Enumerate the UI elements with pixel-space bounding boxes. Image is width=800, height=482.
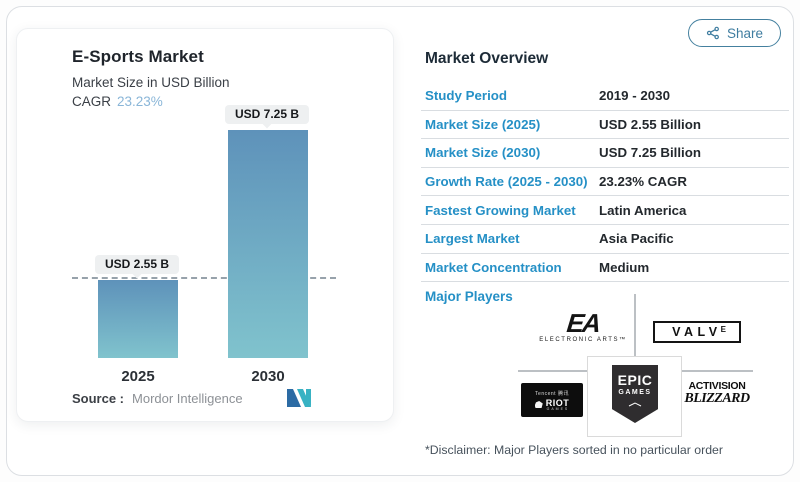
cagr-value: 23.23% — [117, 94, 163, 109]
share-button[interactable]: Share — [688, 19, 781, 47]
riot-games-text: GAMES — [546, 406, 570, 411]
major-players-label: Major Players — [425, 289, 513, 304]
market-overview-heading: Market Overview — [425, 50, 549, 67]
valve-wordmark: VALV — [672, 325, 722, 339]
valve-logo: VALV E — [653, 321, 741, 343]
players-left-connector — [518, 370, 587, 372]
valve-small-e: E — [720, 324, 726, 334]
row-value: Asia Pacific — [599, 231, 674, 247]
table-row-fastest-growing-market: Fastest Growing Market Latin America — [421, 196, 789, 225]
row-value: USD 2.55 Billion — [599, 116, 701, 132]
row-label: Fastest Growing Market — [425, 202, 576, 218]
row-label: Market Size (2030) — [425, 145, 541, 161]
riot-wordmark: RIOT GAMES — [534, 397, 570, 411]
tencent-wordmark: Tencent 腾讯 — [535, 390, 569, 397]
reference-dashed-line — [72, 277, 336, 279]
electronic-arts-logo: EA ELECTRONIC ARTS™ — [538, 308, 628, 343]
bar-value-badge-2030: USD 7.25 B — [225, 105, 310, 124]
table-row-market-size-2030: Market Size (2030) USD 7.25 Billion — [421, 139, 789, 168]
players-right-connector — [682, 370, 753, 372]
table-row-largest-market: Largest Market Asia Pacific — [421, 225, 789, 254]
table-row-market-size-2025: Market Size (2025) USD 2.55 Billion — [421, 111, 789, 140]
row-value: 2019 - 2030 — [599, 88, 670, 104]
bar-2030 — [228, 130, 308, 358]
tencent-riot-games-logo: Tencent 腾讯 RIOT GAMES — [521, 383, 583, 417]
bar-value-badge-2025: USD 2.55 B — [95, 255, 180, 274]
row-label: Market Concentration — [425, 259, 562, 275]
table-row-growth-rate: Growth Rate (2025 - 2030) 23.23% CAGR — [421, 168, 789, 197]
row-label: Growth Rate (2025 - 2030) — [425, 174, 588, 190]
chart-subtitle: Market Size in USD Billion — [72, 75, 230, 90]
epic-shield-chevron-icon — [628, 402, 642, 407]
source-value: Mordor Intelligence — [132, 391, 243, 406]
cagr-label: CAGR — [72, 94, 112, 109]
share-button-label: Share — [726, 25, 764, 41]
blizzard-wordmark: BLIZZARD — [684, 391, 750, 406]
source-line: Source : Mordor Intelligence — [72, 391, 243, 406]
chart-card — [16, 28, 394, 422]
activision-wordmark: ACTIVISION — [688, 380, 746, 392]
row-value: USD 7.25 Billion — [599, 145, 701, 161]
epic-wordmark: EPIC — [617, 372, 653, 388]
x-axis-label-2030: 2030 — [251, 368, 285, 385]
epic-games-text: GAMES — [618, 389, 652, 396]
players-vertical-connector — [634, 294, 636, 356]
disclaimer-text: *Disclaimer: Major Players sorted in no … — [425, 443, 723, 457]
riot-fist-icon — [534, 401, 543, 408]
chart-title: E-Sports Market — [72, 47, 204, 66]
epic-games-logo: EPIC GAMES — [612, 365, 658, 423]
activision-blizzard-logo: ACTIVISION BLIZZARD — [684, 381, 750, 406]
row-value: 23.23% CAGR — [599, 174, 687, 190]
table-row-market-concentration: Market Concentration Medium — [421, 254, 789, 283]
riot-name: RIOT — [545, 397, 570, 408]
row-label: Market Size (2025) — [425, 116, 541, 132]
source-label: Source : — [72, 391, 125, 406]
row-value: Medium — [599, 259, 650, 275]
bar-2025 — [98, 280, 178, 358]
ea-wordmark: ELECTRONIC ARTS™ — [539, 337, 627, 343]
row-label: Largest Market — [425, 231, 520, 247]
mordor-intelligence-logo-icon — [287, 389, 311, 407]
epic-games-card: EPIC GAMES — [587, 356, 682, 437]
row-label: Study Period — [425, 88, 508, 104]
ea-glyph: EA — [565, 308, 601, 338]
row-value: Latin America — [599, 202, 687, 218]
x-axis-label-2025: 2025 — [121, 368, 155, 385]
share-icon — [706, 26, 719, 40]
table-row-study-period: Study Period 2019 - 2030 — [421, 82, 789, 111]
market-overview-table: Study Period 2019 - 2030 Market Size (20… — [421, 82, 789, 283]
cagr-line: CAGR 23.23% — [72, 94, 163, 109]
